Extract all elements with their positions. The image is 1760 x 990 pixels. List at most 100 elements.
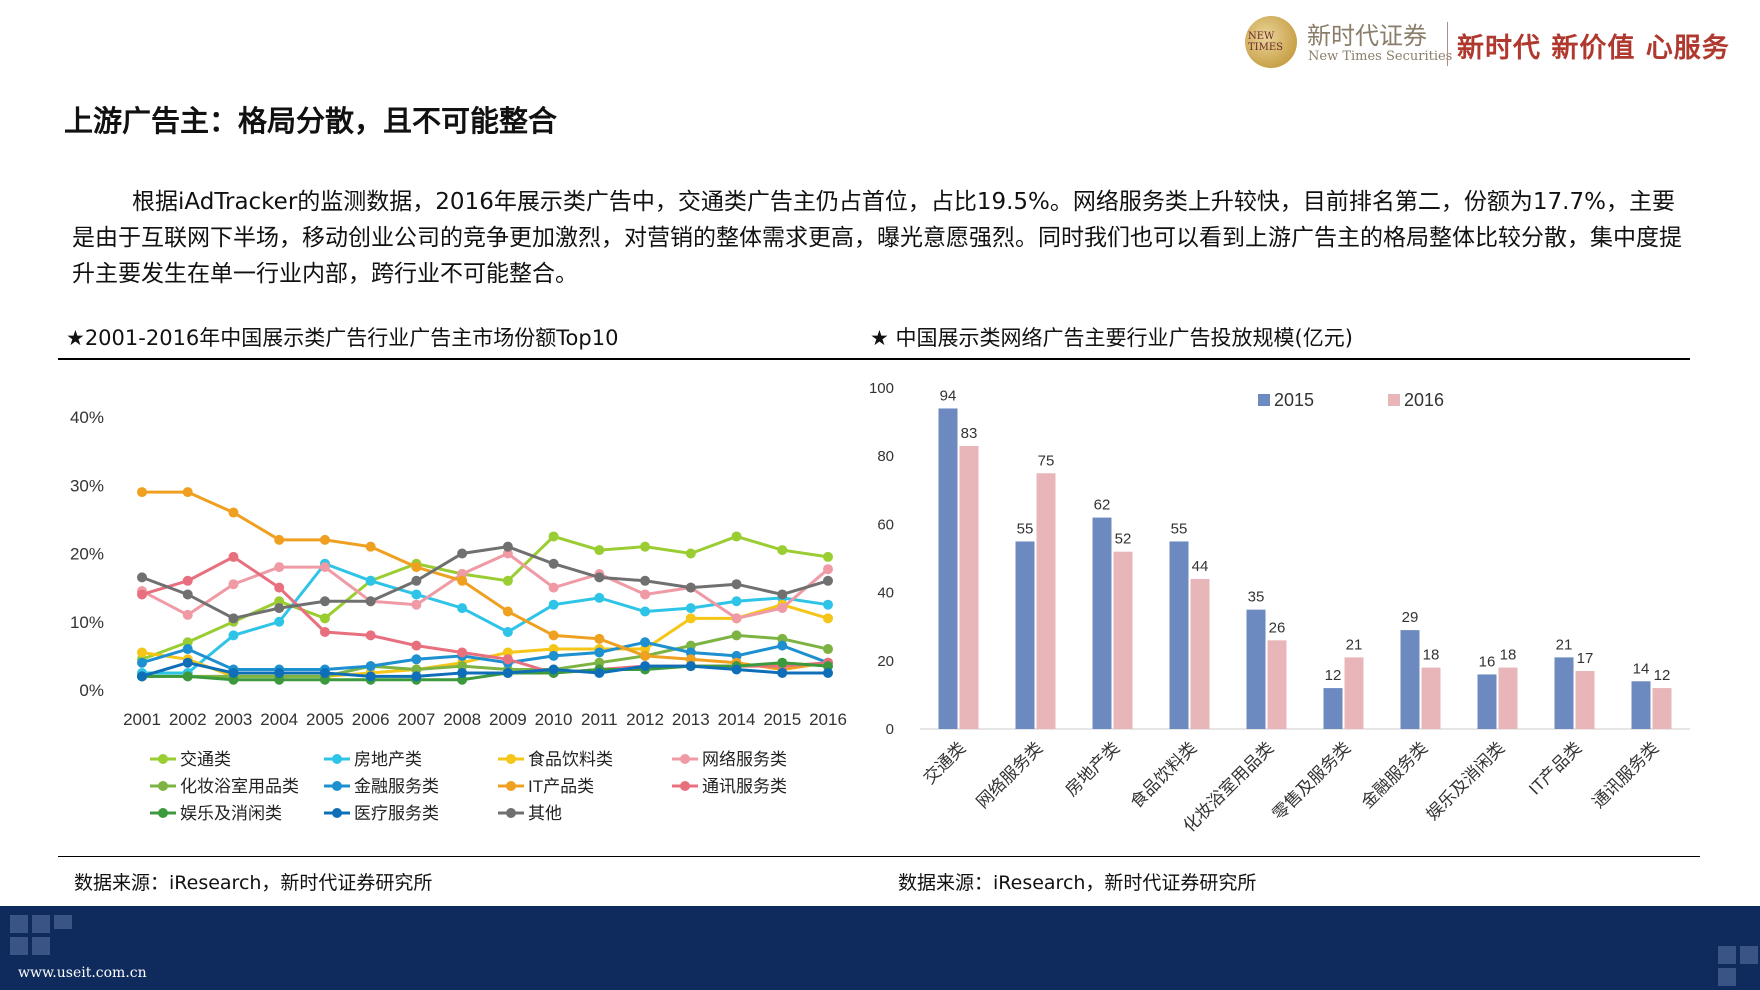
data-point [319, 613, 330, 624]
bar [959, 445, 979, 729]
x-tick-label: 2004 [260, 710, 298, 729]
data-point [640, 606, 651, 617]
data-point [823, 644, 833, 655]
footer-bar [0, 906, 1760, 990]
right-chart-title: ★ 中国展示类网络广告主要行业广告投放规模(亿元) [870, 326, 1353, 350]
data-point [640, 637, 651, 648]
data-point [731, 664, 742, 675]
data-point [823, 551, 833, 562]
series-line [141, 640, 829, 672]
legend-label: 2015 [1274, 390, 1314, 410]
bar [1344, 657, 1364, 729]
footer-decor-square [10, 937, 28, 955]
data-point [137, 589, 147, 600]
legend-label: 食品饮料类 [528, 750, 613, 769]
data-point [411, 671, 422, 682]
data-point [274, 582, 285, 593]
bar-value-label: 18 [1423, 647, 1440, 664]
footer-decor-square [10, 915, 28, 933]
data-point [548, 582, 559, 593]
legend-swatch-marker [332, 781, 342, 791]
legend-swatch [1258, 394, 1270, 406]
series-line [142, 633, 829, 678]
data-point [640, 589, 651, 600]
data-point [685, 613, 696, 624]
series-line [141, 545, 829, 620]
data-point [685, 661, 696, 672]
data-point [411, 575, 422, 586]
data-point [365, 630, 376, 641]
bar [1477, 674, 1497, 729]
data-point [640, 650, 651, 661]
data-point [640, 575, 651, 586]
bar-value-label: 14 [1633, 660, 1650, 677]
data-point [502, 626, 513, 637]
x-tick-label: 2015 [763, 710, 801, 729]
y-tick-label: 30% [70, 476, 104, 495]
data-point [502, 575, 513, 586]
footer-decor-square [1718, 946, 1736, 964]
x-tick-label: 交通类 [920, 738, 969, 787]
bar [1092, 517, 1112, 729]
data-point [594, 545, 605, 556]
data-point [457, 647, 468, 658]
data-point [182, 609, 193, 620]
data-point [823, 667, 833, 678]
y-tick-label: 20% [70, 545, 104, 564]
left-chart-title: ★2001-2016年中国展示类广告行业广告主市场份额Top10 [66, 326, 619, 350]
logo-divider [1447, 22, 1448, 66]
series-line [141, 534, 829, 661]
series-line [142, 661, 829, 682]
body-paragraph: 根据iAdTracker的监测数据，2016年展示类广告中，交通类广告主仍占首位… [72, 189, 1682, 287]
x-tick-label: 2006 [352, 710, 390, 729]
data-point [137, 487, 147, 498]
header-rule [58, 358, 1690, 360]
legend-label: IT产品类 [528, 777, 594, 796]
y-tick-label: 10% [70, 613, 104, 632]
x-tick-label: 2003 [215, 710, 253, 729]
data-point [365, 541, 376, 552]
series-line [141, 551, 829, 620]
bar-value-label: 26 [1269, 619, 1286, 636]
data-point [319, 534, 330, 545]
bar [1267, 640, 1287, 729]
footer-decor-square [32, 937, 50, 955]
data-point [685, 548, 696, 559]
data-point [548, 558, 559, 569]
bar-value-label: 18 [1500, 647, 1517, 664]
data-point [274, 603, 285, 614]
left-source: 数据来源：iResearch，新时代证券研究所 [74, 872, 433, 894]
data-point [640, 661, 651, 672]
data-point [411, 654, 422, 665]
x-tick-label: 2010 [535, 710, 573, 729]
legend-label: 娱乐及消闲类 [180, 804, 282, 823]
legend-swatch-marker [158, 754, 168, 764]
bar-value-label: 17 [1577, 650, 1594, 667]
bar [1652, 688, 1672, 729]
x-tick-label: 2005 [306, 710, 344, 729]
data-point [228, 507, 239, 518]
bar [938, 408, 958, 729]
x-tick-label: 2014 [718, 710, 756, 729]
bar-value-label: 12 [1325, 667, 1342, 684]
data-point [777, 603, 788, 614]
line-chart: 0% 10% 20% 30% 40% 2001 2002 2003 2004 2005 2006 20… [70, 408, 847, 823]
x-tick-label: 金融服务类 [1358, 738, 1432, 812]
right-source: 数据来源：iResearch，新时代证券研究所 [898, 872, 1257, 894]
bar-value-label: 21 [1556, 636, 1573, 653]
data-point [777, 657, 788, 668]
data-point [137, 657, 147, 668]
bar [1036, 473, 1056, 729]
y-tick-label: 80 [877, 448, 894, 465]
data-point [502, 654, 513, 665]
legend-swatch-marker [680, 754, 690, 764]
data-point [319, 667, 330, 678]
data-point [228, 667, 239, 678]
data-point [777, 667, 788, 678]
data-point [182, 657, 193, 668]
bar [1554, 657, 1574, 729]
y-tick-label: 40% [70, 408, 104, 427]
data-point [457, 667, 468, 678]
x-tick-label: 通讯服务类 [1589, 738, 1663, 812]
bar-value-label: 35 [1248, 589, 1265, 606]
